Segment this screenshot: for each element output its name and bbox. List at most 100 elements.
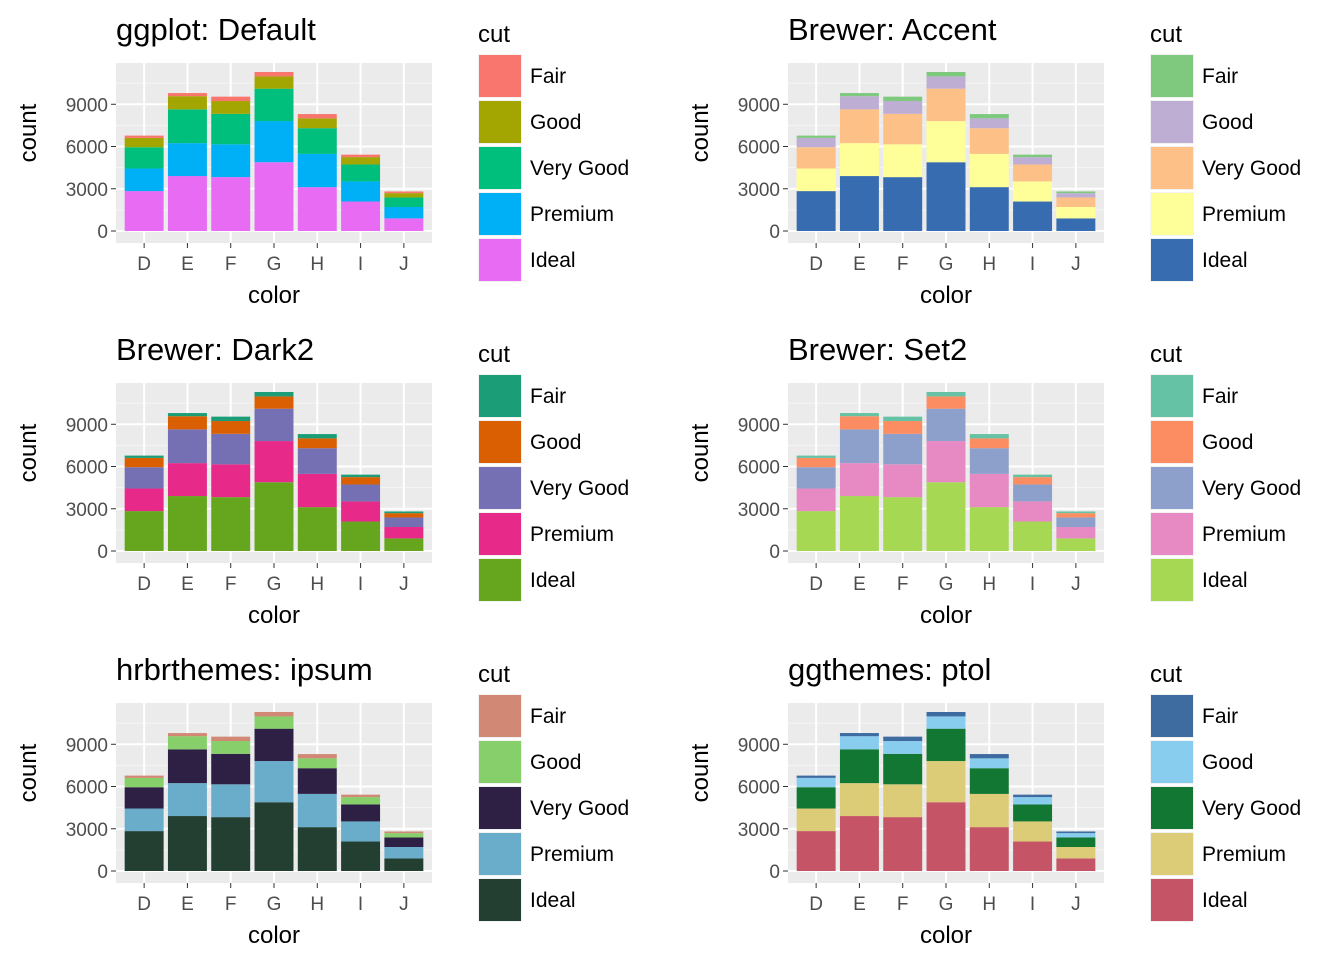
- legend-label: Ideal: [530, 889, 576, 912]
- y-axis-label: count: [15, 423, 42, 482]
- bar-segment-premium-f: [883, 144, 923, 178]
- bar-segment-premium-d: [124, 808, 164, 832]
- legend-label: Good: [1202, 751, 1253, 774]
- bar-segment-fair-d: [124, 455, 164, 458]
- x-tick-label: D: [137, 254, 151, 275]
- bar-segment-very-good-d: [124, 787, 164, 809]
- legend-label: Premium: [1202, 203, 1286, 226]
- bar-segment-ideal-g: [926, 162, 966, 231]
- x-tick-label: J: [399, 894, 409, 915]
- legend-swatch-good: [479, 101, 521, 143]
- legend-label: Very Good: [530, 797, 629, 820]
- bar-segment-very-good-j: [384, 837, 424, 848]
- bar-segment-fair-i: [1013, 794, 1053, 798]
- legend-swatch-ideal: [479, 879, 521, 921]
- bar-segment-fair-e: [839, 93, 879, 97]
- bar-segment-premium-h: [297, 793, 337, 828]
- legend-label: Good: [1202, 431, 1253, 454]
- bar-segment-very-good-h: [297, 768, 337, 794]
- bar-segment-very-good-d: [124, 467, 164, 489]
- x-tick-label: D: [809, 254, 823, 275]
- legend-title: cut: [1150, 21, 1182, 48]
- y-tick-label: 9000: [738, 415, 780, 436]
- bar-segment-good-f: [211, 741, 251, 754]
- x-tick-label: H: [982, 254, 996, 275]
- bar-segment-ideal-j: [1056, 218, 1096, 231]
- bar-segment-premium-g: [254, 441, 294, 483]
- bar-segment-very-good-e: [167, 109, 207, 144]
- x-tick-label: F: [897, 254, 909, 275]
- bar-segment-ideal-h: [969, 827, 1009, 871]
- bar-segment-very-good-g: [926, 88, 966, 122]
- bar-segment-fair-f: [211, 416, 251, 422]
- legend-label: Very Good: [1202, 477, 1301, 500]
- bar-segment-fair-j: [384, 511, 424, 514]
- bar-segment-fair-j: [1056, 831, 1096, 834]
- legend-swatch-ideal: [479, 239, 521, 281]
- bar-segment-premium-f: [211, 784, 251, 818]
- bar-segment-good-g: [254, 76, 294, 89]
- bar-segment-ideal-e: [839, 816, 879, 871]
- legend-label: Premium: [1202, 843, 1286, 866]
- bar-segment-good-e: [839, 736, 879, 750]
- bar-segment-very-good-d: [796, 467, 836, 489]
- bar-segment-fair-g: [926, 392, 966, 397]
- bar-segment-good-h: [969, 438, 1009, 449]
- bar-segment-premium-f: [211, 144, 251, 178]
- y-tick-label: 3000: [738, 180, 780, 201]
- bar-segment-very-good-d: [796, 147, 836, 169]
- x-tick-label: I: [1030, 894, 1035, 915]
- legend-swatch-very-good: [1151, 467, 1193, 509]
- bar-segment-good-d: [796, 137, 836, 148]
- chart-panel-4: hrbrthemes: ipsum 0 3000 6000 9000 D E F G H I Jcol…: [15, 652, 629, 949]
- legend-title: cut: [1150, 661, 1182, 688]
- bar-segment-good-h: [969, 118, 1009, 129]
- bar-segment-good-i: [341, 477, 381, 485]
- bar-segment-fair-i: [341, 474, 381, 478]
- bar-segment-premium-e: [839, 463, 879, 497]
- bar-segment-ideal-j: [384, 218, 424, 231]
- bar-segment-very-good-e: [167, 429, 207, 464]
- bar-segment-premium-j: [1056, 527, 1096, 539]
- bar-segment-ideal-i: [341, 201, 381, 231]
- legend-swatch-fair: [1151, 695, 1193, 737]
- bar-segment-very-good-e: [839, 749, 879, 784]
- legend-label: Ideal: [1202, 889, 1248, 912]
- legend-label: Fair: [530, 385, 566, 408]
- chart-title: Brewer: Set2: [788, 332, 967, 367]
- x-tick-label: J: [1071, 574, 1081, 595]
- bar-segment-good-e: [167, 96, 207, 110]
- bar-segment-good-d: [796, 777, 836, 788]
- y-tick-label: 3000: [738, 500, 780, 521]
- y-tick-label: 0: [97, 862, 108, 883]
- bar-segment-ideal-d: [796, 831, 836, 871]
- bar-segment-premium-h: [297, 473, 337, 508]
- legend-swatch-good: [1151, 421, 1193, 463]
- legend-swatch-premium: [1151, 833, 1193, 875]
- bar-segment-fair-i: [341, 794, 381, 798]
- bar-segment-fair-f: [883, 416, 923, 422]
- x-tick-label: G: [939, 254, 954, 275]
- bar-segment-ideal-d: [124, 831, 164, 871]
- bar-segment-fair-f: [883, 96, 923, 102]
- bar-segment-fair-f: [211, 96, 251, 102]
- x-tick-label: H: [310, 894, 324, 915]
- legend-swatch-ideal: [1151, 559, 1193, 601]
- bar-segment-premium-h: [297, 153, 337, 188]
- legend-label: Premium: [1202, 523, 1286, 546]
- bar-segment-fair-g: [254, 72, 294, 77]
- x-tick-label: D: [137, 894, 151, 915]
- bar-segment-good-g: [926, 396, 966, 409]
- x-tick-label: E: [853, 894, 866, 915]
- bar-segment-ideal-f: [883, 817, 923, 871]
- x-tick-label: I: [358, 574, 363, 595]
- bar-segment-very-good-j: [1056, 517, 1096, 528]
- legend-swatch-very-good: [479, 467, 521, 509]
- y-tick-label: 9000: [738, 95, 780, 116]
- y-tick-label: 9000: [738, 735, 780, 756]
- bar-segment-premium-g: [926, 761, 966, 803]
- legend-swatch-fair: [1151, 375, 1193, 417]
- x-tick-label: F: [897, 894, 909, 915]
- bar-segment-ideal-f: [883, 497, 923, 551]
